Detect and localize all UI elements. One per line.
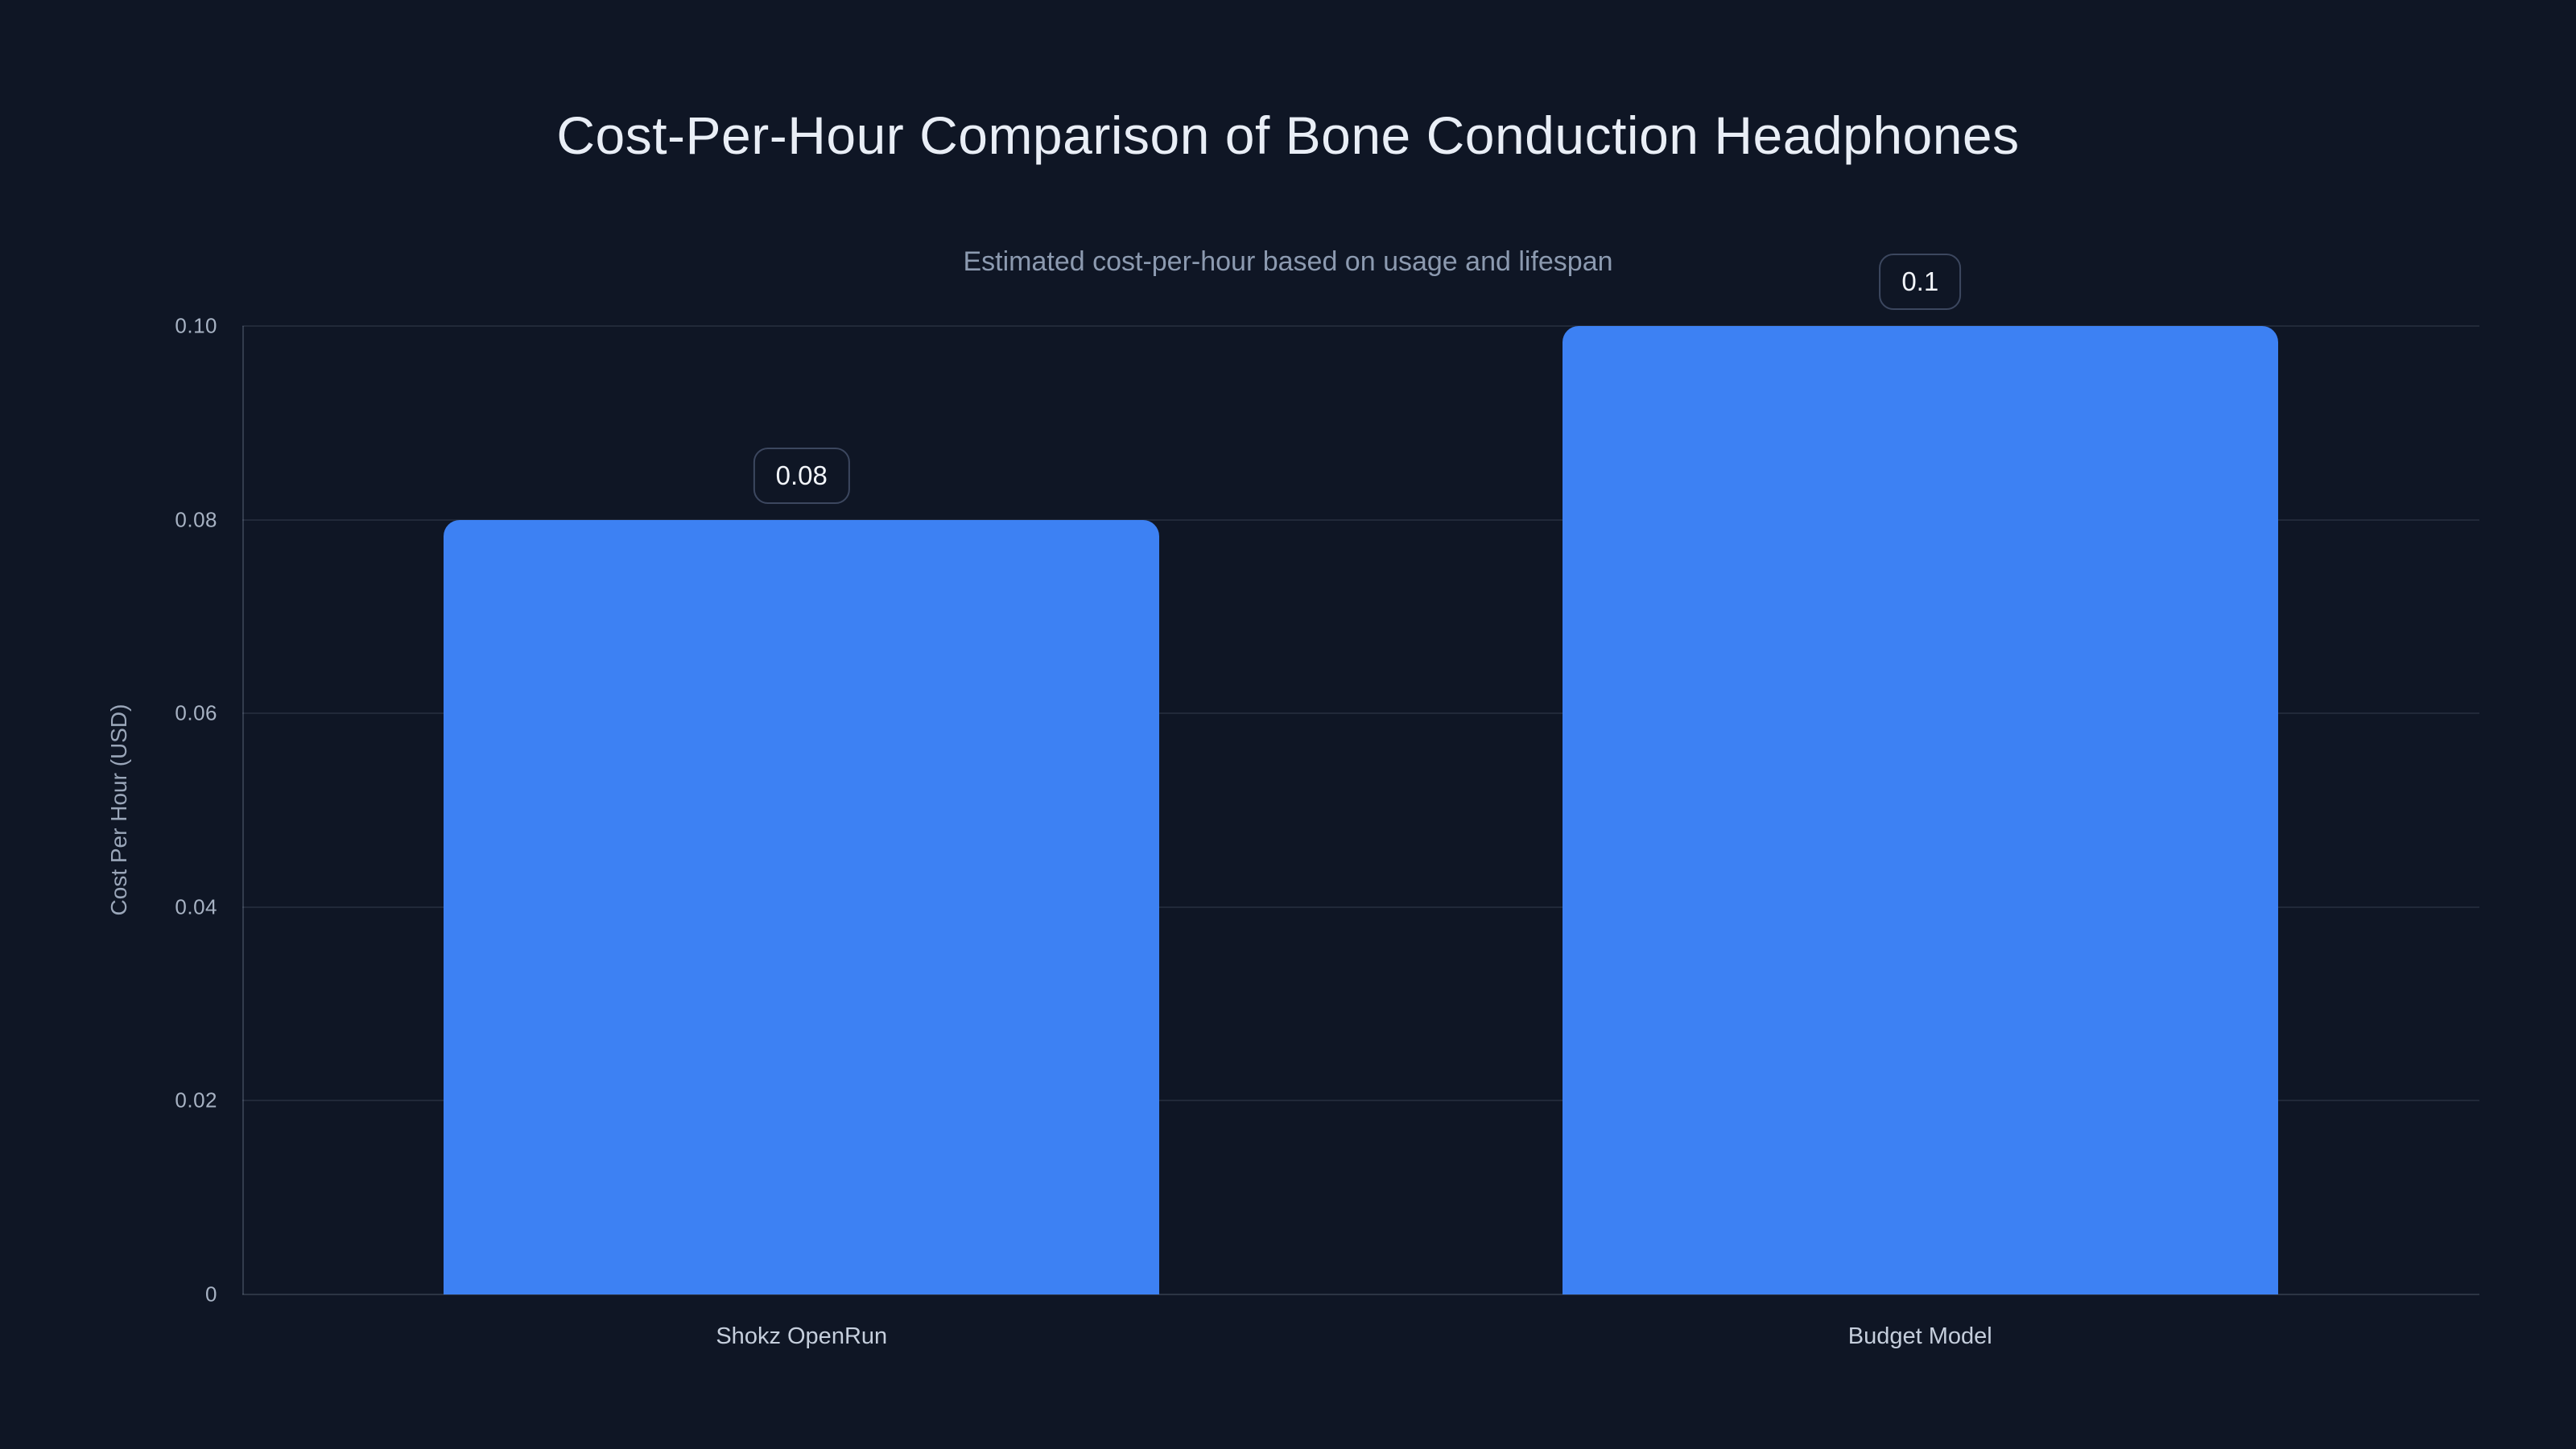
gridline-0.08 [242,518,2479,521]
chart-title: Cost-Per-Hour Comparison of Bone Conduct… [556,105,2020,165]
chart-subtitle: Estimated cost-per-hour based on usage a… [963,246,1613,277]
x-tick-label-budget-model: Budget Model [1847,1323,1992,1349]
value-label-0.08: 0.08 [753,447,850,504]
x-tick-label-shokz-openrun: Shokz OpenRun [716,1323,888,1349]
gridline-0.10 [242,325,2479,327]
y-tick-label-0.10: 0.10 [175,313,217,338]
bar-budget-model[interactable] [1562,326,2278,1294]
y-axis-title: Cost Per Hour (USD) [106,704,131,916]
gridline-0 [242,1294,2479,1295]
y-axis-line [242,326,244,1294]
value-label-0.1: 0.1 [1879,254,1962,310]
gridline-0.06 [242,712,2479,715]
plot-area [242,325,2479,1295]
gridline-0.04 [242,906,2479,908]
y-tick-label-0.06: 0.06 [175,700,217,725]
y-tick-label-0.04: 0.04 [175,894,217,919]
bar-shokz-openrun[interactable] [444,519,1160,1294]
y-tick-label-0.02: 0.02 [175,1088,217,1113]
y-tick-label-0: 0 [205,1282,217,1307]
y-tick-label-0.08: 0.08 [175,507,217,532]
gridline-0.02 [242,1100,2479,1102]
